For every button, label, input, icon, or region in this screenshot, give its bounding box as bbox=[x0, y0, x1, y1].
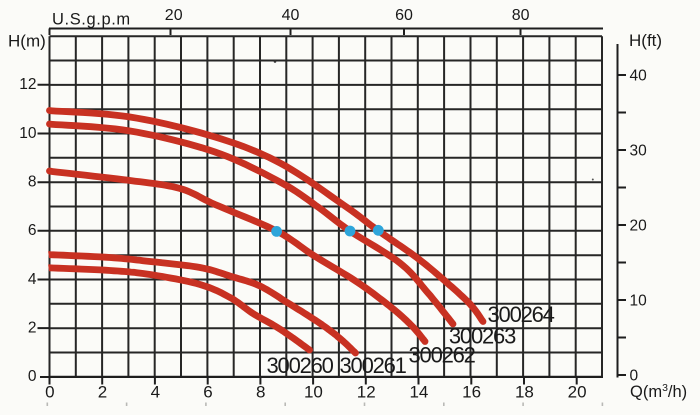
svg-text:20: 20 bbox=[630, 218, 648, 235]
svg-text:18: 18 bbox=[515, 383, 534, 402]
svg-text:20: 20 bbox=[568, 383, 587, 402]
svg-text:6: 6 bbox=[28, 222, 37, 239]
svg-text:14: 14 bbox=[409, 383, 428, 402]
svg-text:80: 80 bbox=[512, 7, 530, 24]
svg-text:10: 10 bbox=[630, 293, 648, 310]
svg-text:8: 8 bbox=[256, 383, 265, 402]
svg-text:2: 2 bbox=[28, 320, 37, 337]
svg-text:10: 10 bbox=[304, 383, 323, 402]
svg-text:300260: 300260 bbox=[267, 353, 334, 378]
svg-text:300262: 300262 bbox=[409, 342, 476, 367]
svg-text:H(ft): H(ft) bbox=[629, 31, 662, 50]
svg-text:40: 40 bbox=[282, 7, 300, 24]
svg-text:12: 12 bbox=[19, 76, 36, 93]
svg-text:H(m): H(m) bbox=[8, 32, 46, 51]
svg-text:2: 2 bbox=[98, 383, 107, 402]
svg-text:20: 20 bbox=[165, 7, 183, 24]
svg-text:300263: 300263 bbox=[449, 324, 516, 349]
svg-text:300264: 300264 bbox=[488, 302, 555, 327]
svg-text:8: 8 bbox=[28, 174, 37, 191]
svg-text:12: 12 bbox=[357, 383, 376, 402]
svg-text:10: 10 bbox=[19, 125, 37, 142]
svg-text:40: 40 bbox=[630, 68, 648, 85]
svg-text:60: 60 bbox=[395, 7, 413, 24]
svg-text:0: 0 bbox=[630, 368, 639, 385]
svg-text:4: 4 bbox=[151, 383, 160, 402]
svg-text:300261: 300261 bbox=[340, 353, 407, 378]
svg-text:6: 6 bbox=[203, 383, 212, 402]
svg-text:U.S.g.p.m: U.S.g.p.m bbox=[52, 11, 131, 29]
svg-text:Q(m3/h): Q(m3/h) bbox=[630, 382, 687, 401]
svg-text:0: 0 bbox=[28, 368, 37, 385]
svg-text:4: 4 bbox=[28, 271, 37, 288]
svg-text:16: 16 bbox=[462, 383, 481, 402]
svg-text:0: 0 bbox=[45, 383, 54, 402]
svg-text:30: 30 bbox=[630, 143, 648, 160]
